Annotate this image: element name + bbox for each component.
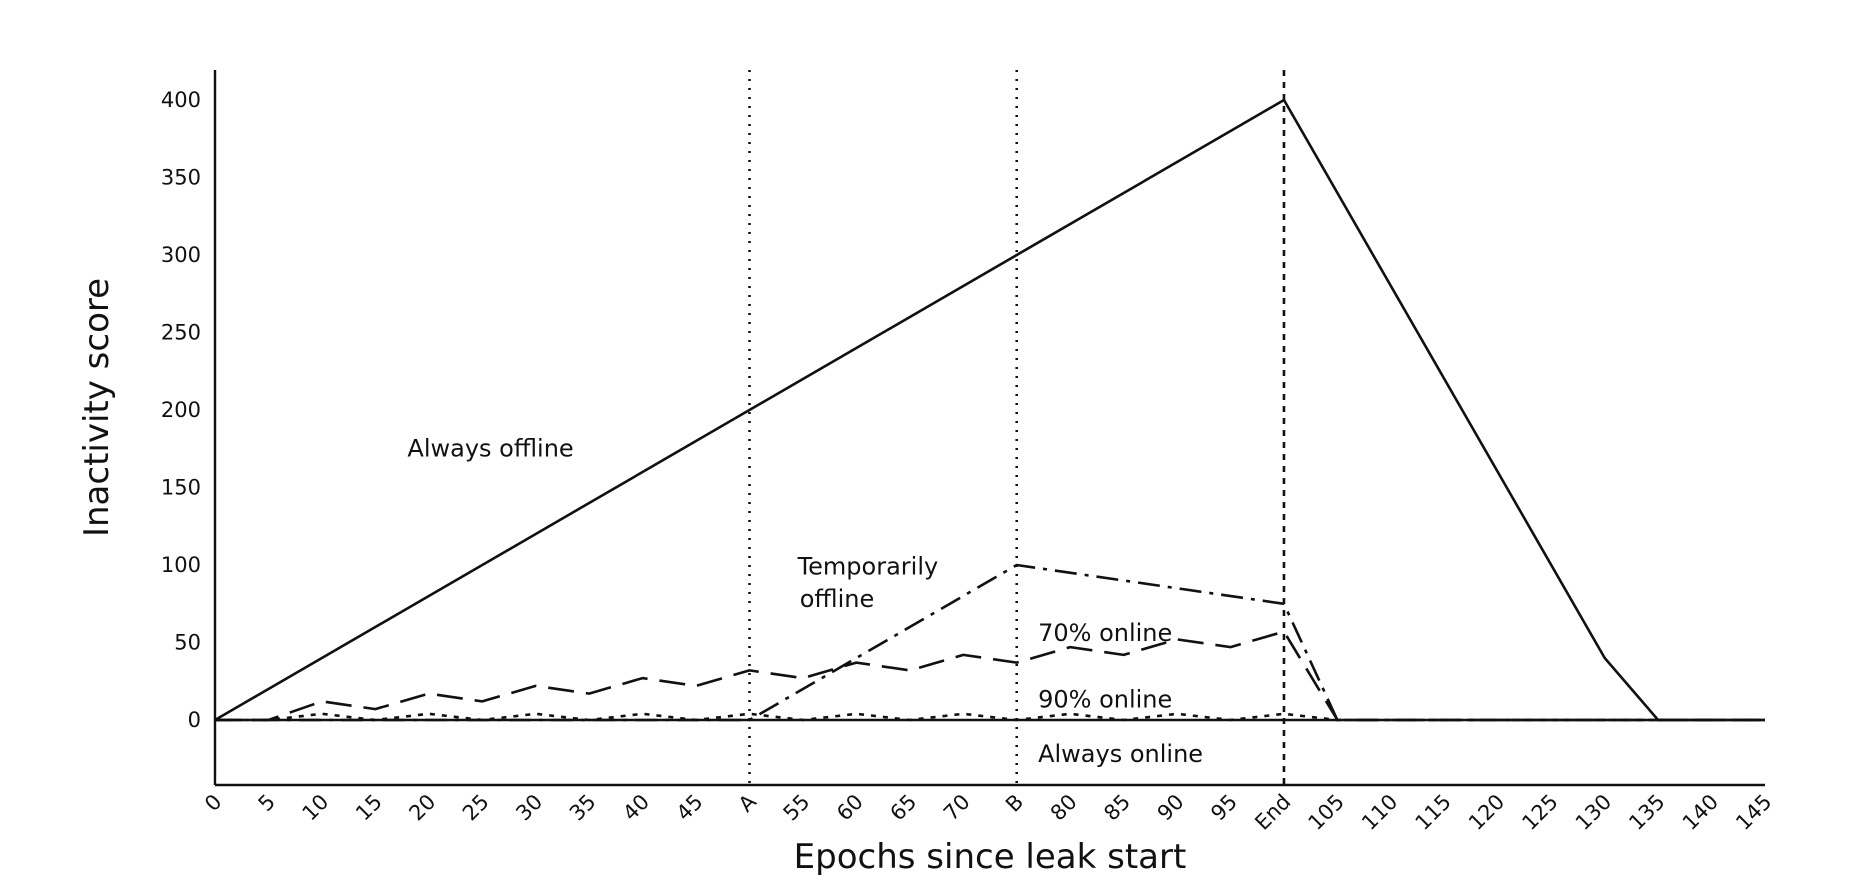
series-always-offline bbox=[214, 98, 1765, 722]
x-tick-label: 80 bbox=[1046, 790, 1082, 826]
y-tick-labels: 0 50 100 150 200 250 300 350 400 bbox=[161, 88, 201, 732]
y-tick-label: 50 bbox=[174, 631, 201, 655]
x-tick-label: 65 bbox=[885, 790, 921, 826]
y-tick-label: 200 bbox=[161, 398, 201, 422]
axes bbox=[213, 70, 1765, 787]
x-tick-label: 105 bbox=[1304, 790, 1349, 835]
x-tick-label: 95 bbox=[1206, 790, 1242, 826]
y-tick-label: 250 bbox=[161, 321, 201, 345]
x-tick-label: 0 bbox=[200, 790, 226, 816]
x-tick-label: 115 bbox=[1411, 790, 1456, 835]
x-axis-title: Epochs since leak start bbox=[794, 837, 1187, 877]
x-tick-label: 130 bbox=[1571, 790, 1616, 835]
x-tick-label: 110 bbox=[1357, 790, 1402, 835]
x-tick-label: 60 bbox=[832, 790, 868, 826]
annotation-always-online: Always online bbox=[1038, 740, 1203, 768]
y-tick-label: 400 bbox=[161, 88, 201, 112]
annotation-90pct-online: 90% online bbox=[1038, 686, 1172, 714]
vertical-markers bbox=[748, 70, 1286, 785]
annotation-temporarily: Temporarily bbox=[797, 552, 939, 580]
x-tick-labels: 0 5 10 15 20 25 30 35 40 45 A 55 60 65 70 B 80 85 90 95 End 1… bbox=[200, 789, 1776, 835]
x-tick-label: 70 bbox=[939, 790, 975, 826]
x-tick-label: 5 bbox=[254, 790, 280, 816]
x-tick-label: 35 bbox=[565, 790, 601, 826]
x-tick-label: B bbox=[1001, 790, 1028, 817]
x-tick-label: 120 bbox=[1464, 790, 1509, 835]
x-tick-label: 90 bbox=[1153, 790, 1189, 826]
y-tick-label: 150 bbox=[161, 476, 201, 500]
x-tick-label: 25 bbox=[458, 790, 494, 826]
x-tick-label: 145 bbox=[1731, 790, 1776, 835]
x-tick-label: 30 bbox=[511, 790, 547, 826]
x-tick-label: 85 bbox=[1099, 790, 1135, 826]
x-tick-label: 55 bbox=[779, 790, 815, 826]
y-tick-label: 0 bbox=[188, 708, 201, 732]
y-tick-label: 100 bbox=[161, 553, 201, 577]
y-tick-label: 350 bbox=[161, 166, 201, 190]
series-lines bbox=[214, 98, 1765, 722]
x-tick-label: End bbox=[1250, 790, 1295, 835]
x-tick-label: 140 bbox=[1678, 790, 1723, 835]
x-tick-label: 45 bbox=[672, 790, 708, 826]
x-tick-label: 40 bbox=[618, 790, 654, 826]
x-tick-label: 125 bbox=[1517, 790, 1562, 835]
series-annotations: Always offline Temporarily offline 70% onli… bbox=[407, 435, 1203, 768]
annotation-70pct-online: 70% online bbox=[1038, 619, 1172, 647]
x-tick-label: 15 bbox=[351, 790, 387, 826]
annotation-offline: offline bbox=[800, 585, 875, 613]
y-axis-title: Inactivity score bbox=[77, 278, 117, 537]
series-70pct-online bbox=[215, 630, 1765, 722]
x-tick-label: 20 bbox=[404, 790, 440, 826]
annotation-always-offline: Always offline bbox=[407, 435, 573, 463]
x-tick-label: 10 bbox=[298, 790, 334, 826]
x-tick-label: A bbox=[734, 789, 762, 817]
x-tick-label: 135 bbox=[1624, 790, 1669, 835]
y-tick-label: 300 bbox=[161, 243, 201, 267]
